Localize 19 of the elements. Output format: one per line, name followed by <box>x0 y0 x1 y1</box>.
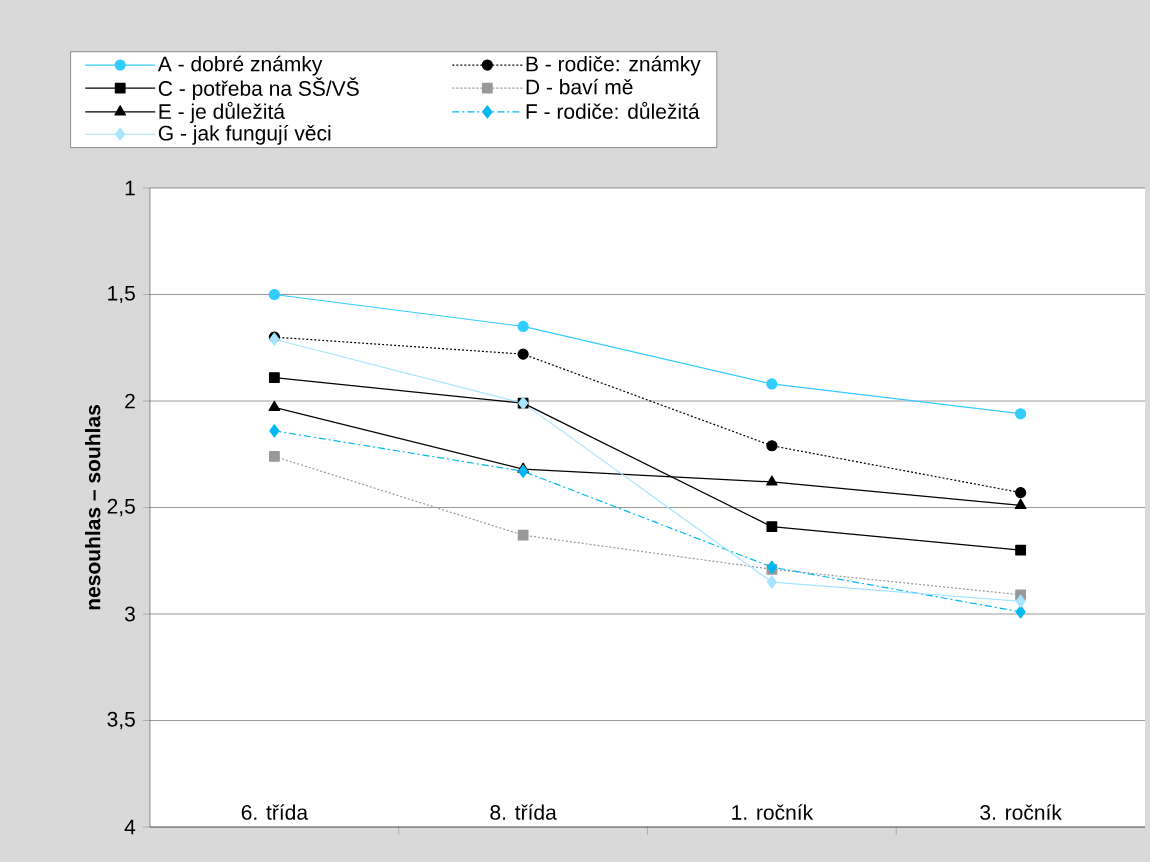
legend-label: D - baví mě <box>526 78 633 95</box>
legend-label: E - je důležitá <box>159 101 286 124</box>
x-tick-label: 3. ročník <box>980 804 1062 820</box>
y-tick-label: 1 <box>125 180 135 196</box>
x-tick-label: 8. třída <box>490 804 557 820</box>
y-tick-label: 2 <box>125 393 135 409</box>
x-tick-label: 1. ročník <box>732 804 814 820</box>
y-tick-label: 3 <box>124 606 135 622</box>
legend-label: B - rodiče: známky <box>526 55 701 76</box>
y-tick-label: 3,5 <box>107 711 135 730</box>
legend-label: G - jak fungují věci <box>158 124 331 145</box>
y-axis-title: nesouhlas – souhlas <box>84 405 101 610</box>
legend-label: A - dobré známky <box>157 55 323 76</box>
x-tick-label: 6. třída <box>241 804 309 820</box>
y-tick-label: 2,5 <box>107 498 135 517</box>
legend-label: F - rodiče: důležitá <box>526 101 700 119</box>
y-tick-label: 4 <box>124 819 136 835</box>
y-tick-label: 1,5 <box>108 285 135 304</box>
legend-label: C - potřeba na SŠ/VŠ <box>158 77 359 101</box>
